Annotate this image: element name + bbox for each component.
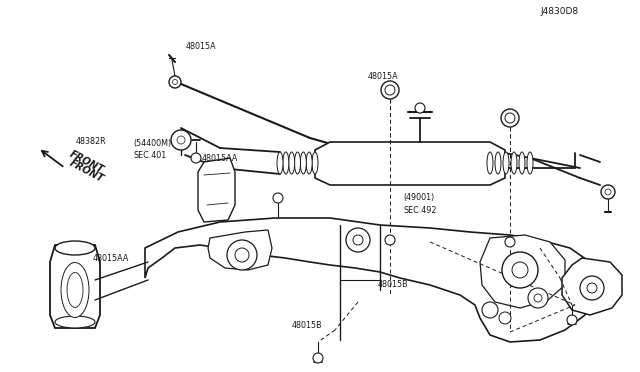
Text: 48015A: 48015A <box>368 72 399 81</box>
Ellipse shape <box>289 152 294 174</box>
Text: 48382R: 48382R <box>76 137 106 146</box>
Ellipse shape <box>519 152 525 174</box>
Text: 48015B: 48015B <box>378 280 408 289</box>
Circle shape <box>502 252 538 288</box>
Polygon shape <box>198 158 235 222</box>
Ellipse shape <box>55 316 95 328</box>
Circle shape <box>346 228 370 252</box>
Circle shape <box>381 81 399 99</box>
Circle shape <box>605 189 611 195</box>
Ellipse shape <box>300 152 307 174</box>
Polygon shape <box>208 230 272 270</box>
Ellipse shape <box>67 273 83 308</box>
Ellipse shape <box>55 241 95 255</box>
Circle shape <box>567 315 577 325</box>
Ellipse shape <box>527 152 533 174</box>
Text: 48015AA: 48015AA <box>93 254 129 263</box>
Ellipse shape <box>277 152 283 174</box>
Circle shape <box>235 248 249 262</box>
Circle shape <box>173 80 177 84</box>
Circle shape <box>482 302 498 318</box>
Text: FRONT: FRONT <box>68 158 106 184</box>
Ellipse shape <box>294 152 301 174</box>
Circle shape <box>353 235 363 245</box>
Text: (54400M): (54400M) <box>133 139 172 148</box>
Text: SEC.401: SEC.401 <box>133 151 166 160</box>
Ellipse shape <box>487 152 493 174</box>
Text: SEC.492: SEC.492 <box>403 206 436 215</box>
Text: FRONT: FRONT <box>68 149 106 175</box>
Circle shape <box>505 113 515 123</box>
Circle shape <box>169 76 181 88</box>
Circle shape <box>227 240 257 270</box>
Circle shape <box>171 130 191 150</box>
Circle shape <box>512 262 528 278</box>
Circle shape <box>415 103 425 113</box>
Circle shape <box>580 276 604 300</box>
Text: 48015A: 48015A <box>186 42 216 51</box>
Polygon shape <box>562 258 622 315</box>
Circle shape <box>385 235 395 245</box>
Circle shape <box>499 312 511 324</box>
Ellipse shape <box>283 152 289 174</box>
Circle shape <box>587 283 597 293</box>
Polygon shape <box>480 235 565 308</box>
Circle shape <box>313 353 323 363</box>
Circle shape <box>273 193 283 203</box>
Circle shape <box>528 288 548 308</box>
Ellipse shape <box>306 152 312 174</box>
Circle shape <box>601 185 615 199</box>
Ellipse shape <box>312 152 318 174</box>
Polygon shape <box>50 245 100 328</box>
Polygon shape <box>145 218 598 342</box>
Text: J4830D8: J4830D8 <box>541 7 579 16</box>
Ellipse shape <box>495 152 501 174</box>
Circle shape <box>501 109 519 127</box>
Text: (49001): (49001) <box>403 193 435 202</box>
Ellipse shape <box>503 152 509 174</box>
Ellipse shape <box>61 263 89 317</box>
Polygon shape <box>315 142 505 185</box>
Circle shape <box>534 294 542 302</box>
Ellipse shape <box>511 152 517 174</box>
Text: 48015B: 48015B <box>291 321 322 330</box>
Circle shape <box>191 153 201 163</box>
Circle shape <box>505 237 515 247</box>
Circle shape <box>177 136 185 144</box>
Text: 48015AA: 48015AA <box>202 154 238 163</box>
Circle shape <box>385 85 395 95</box>
